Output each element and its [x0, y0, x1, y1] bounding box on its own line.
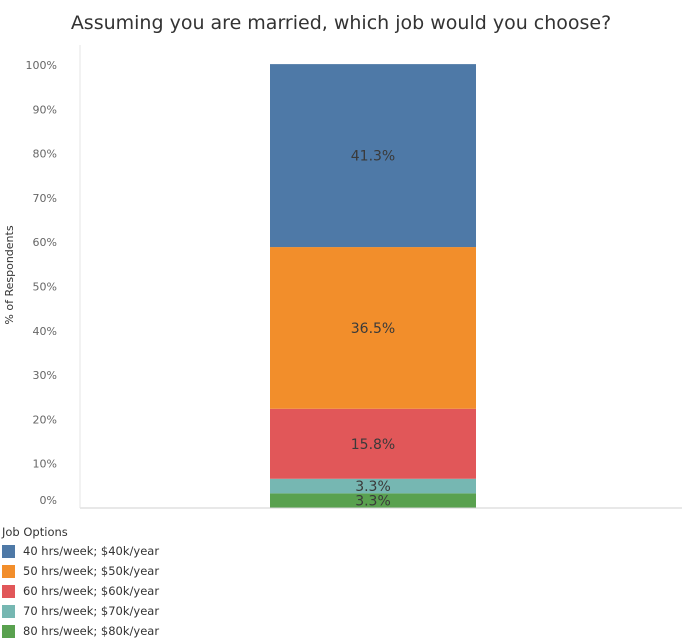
y-tick-label: 40%: [33, 325, 57, 338]
legend-label: 40 hrs/week; $40k/year: [23, 544, 160, 558]
legend-item: 50 hrs/week; $50k/year: [2, 561, 302, 581]
bar-segment-label: 41.3%: [351, 149, 395, 165]
bar-segment: [270, 493, 476, 508]
y-axis-label: % of Respondents: [3, 225, 16, 324]
bar-segment-label: 3.3%: [355, 494, 391, 510]
legend-item: 70 hrs/week; $70k/year: [2, 601, 302, 621]
legend-swatch: [2, 604, 15, 618]
legend-item: 60 hrs/week; $60k/year: [2, 581, 302, 601]
bar-segment: [270, 408, 476, 479]
legend-label: 60 hrs/week; $60k/year: [23, 584, 160, 598]
legend-swatch: [2, 624, 15, 638]
stacked-bar-chart: Assuming you are married, which job woul…: [3, 12, 682, 510]
y-tick-label: 20%: [33, 413, 57, 426]
legend-item: 80 hrs/week; $80k/year: [2, 621, 302, 641]
legend-item: 40 hrs/week; $40k/year: [2, 541, 302, 561]
bar-segment-labels: 3.3%3.3% 15.8% 36.5% 41.3%: [351, 149, 395, 510]
bar-segment: [270, 64, 476, 248]
y-tick-label: 0%: [40, 494, 57, 507]
legend-label: 80 hrs/week; $80k/year: [23, 624, 160, 638]
legend: Job Options 40 hrs/week; $40k/year 50 hrs…: [2, 523, 302, 641]
y-tick-label: 30%: [33, 369, 57, 382]
chart-title: Assuming you are married, which job woul…: [71, 12, 611, 34]
y-tick-label: 80%: [33, 148, 57, 161]
bar-segment-label: 3.3%: [355, 479, 391, 495]
y-tick-label: 70%: [33, 192, 57, 205]
legend-items: 40 hrs/week; $40k/year 50 hrs/week; $50k/…: [2, 541, 302, 641]
bar-segment-label: 36.5%: [351, 321, 395, 337]
y-tick-label: 50%: [33, 281, 57, 294]
bar-segment: [270, 478, 476, 494]
y-axis-ticks: 0% 10% 20% 30% 40% 50% 60% 70% 80% 90% 100%: [26, 59, 57, 507]
legend-label: 70 hrs/week; $70k/year: [23, 604, 160, 618]
y-tick-label: 10%: [33, 458, 57, 471]
legend-title: Job Options: [2, 525, 68, 539]
y-tick-label: 90%: [33, 103, 57, 116]
legend-swatch: [2, 564, 15, 578]
bar-segment: [270, 247, 476, 409]
legend-label: 50 hrs/week; $50k/year: [23, 564, 160, 578]
bar-segment-label: 15.8%: [351, 437, 395, 453]
y-tick-label: 100%: [26, 59, 57, 72]
y-tick-label: 60%: [33, 236, 57, 249]
bar-segments: [270, 64, 476, 508]
legend-swatch: [2, 584, 15, 598]
legend-swatch: [2, 544, 15, 558]
